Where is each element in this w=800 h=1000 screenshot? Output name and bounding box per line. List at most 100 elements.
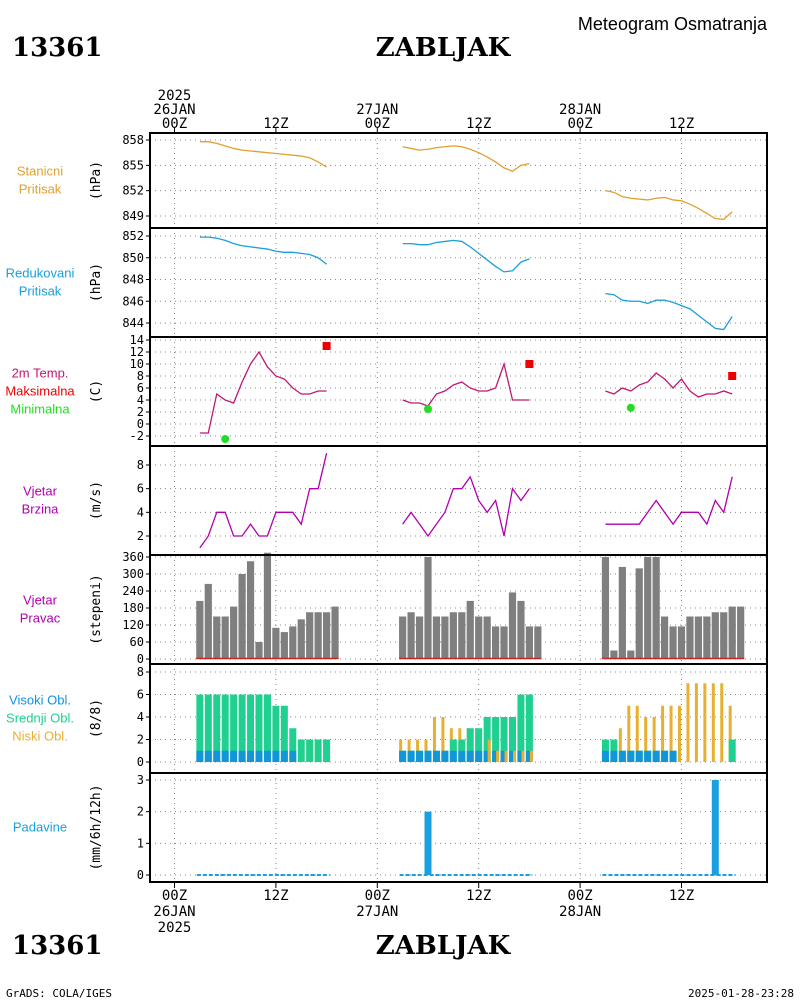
wind-direction-bar: [508, 592, 517, 659]
y-tick-label: 858: [122, 133, 144, 147]
cloud-mid-bar: [483, 717, 491, 762]
tmax-marker: [728, 372, 737, 380]
cloud-high-bar: [247, 750, 255, 762]
x-tick-label-top: 12Z: [466, 116, 491, 132]
y-tick-label: 0: [137, 755, 144, 769]
y-tick-label: 12: [130, 345, 144, 359]
cloud-mid-bar: [272, 705, 280, 762]
cloud-low-bar: [635, 705, 639, 762]
y-tick-label: 3: [137, 773, 144, 787]
y-axis-label: (C): [89, 380, 104, 403]
y-tick-label: 846: [122, 294, 144, 308]
y-tick-label: 0: [137, 417, 144, 431]
wind-direction-bar: [196, 600, 204, 659]
y-tick-label: 4: [137, 393, 144, 407]
wind-direction-bar: [441, 616, 449, 659]
wind-direction-bar: [415, 616, 424, 659]
cloud-high-bar: [399, 750, 407, 762]
wind-direction-bar: [407, 612, 415, 659]
cloud-low-bar: [686, 683, 690, 762]
cloud-low-bar: [703, 683, 707, 762]
panel-frame: [149, 772, 768, 883]
x-tick-label-top: 12Z: [263, 116, 288, 132]
cloud-low-bar: [711, 683, 715, 762]
panel-label: Padavine: [13, 820, 67, 835]
wind-direction-bar: [221, 616, 229, 659]
y-tick-label: 850: [122, 251, 144, 265]
cloud-high-bar: [661, 750, 669, 762]
cloud-high-bar: [610, 750, 618, 762]
credit-text: GrADS: COLA/IGES: [6, 987, 112, 1000]
tmin-marker: [221, 435, 230, 443]
y-tick-label: 844: [122, 316, 144, 330]
y-tick-label: 0: [137, 868, 144, 882]
x-tick-label-bottom: 12Z: [466, 888, 491, 904]
panel-label: Stanicni: [17, 164, 63, 179]
wind-direction-bar: [424, 557, 432, 659]
series-line: [199, 141, 327, 168]
y-axis-label: (8/8): [89, 699, 104, 738]
y-tick-label: 852: [122, 184, 144, 198]
wind-direction-bar: [204, 583, 212, 659]
cloud-high-bar: [213, 750, 221, 762]
cloud-high-bar: [525, 750, 533, 762]
y-axis-label: (hPa): [89, 263, 104, 302]
cloud-high-bar: [204, 750, 212, 762]
cloud-mid-bar: [213, 694, 221, 762]
wind-direction-bar: [449, 612, 457, 659]
x-tick-label-top: 26JAN: [153, 102, 195, 118]
panel-label: Visoki Obl.: [9, 693, 71, 708]
cloud-mid-bar: [466, 728, 474, 762]
precip-bar: [711, 780, 719, 875]
cloud-high-bar: [416, 750, 424, 762]
wind-direction-bar: [694, 616, 702, 659]
precip-bar: [424, 811, 432, 875]
y-tick-label: 8: [137, 458, 144, 472]
product-title: Meteogram Osmatranja: [578, 14, 768, 34]
wind-direction-bar: [246, 561, 255, 659]
cloud-high-bar: [221, 750, 229, 762]
cloud-high-bar: [652, 750, 660, 762]
wind-direction-bar: [432, 616, 441, 659]
frame-layer: [146, 127, 768, 888]
cloud-mid-bar: [517, 694, 525, 762]
y-tick-label: 10: [130, 357, 144, 371]
panel-label: Pravac: [20, 611, 61, 626]
panel-label: Redukovani: [6, 266, 75, 281]
wind-direction-bar: [728, 606, 736, 659]
cloud-mid-bar: [314, 739, 322, 762]
cloud-mid-bar: [280, 705, 288, 762]
wind-direction-bar: [289, 626, 297, 659]
cloud-low-bar: [694, 683, 698, 762]
x-tick-label-bottom: 27JAN: [356, 904, 398, 920]
cloud-low-bar: [678, 705, 681, 762]
wind-direction-bar: [263, 552, 272, 659]
y-tick-label: 6: [137, 381, 144, 395]
cloud-low-bar: [652, 717, 656, 762]
y-axis-label: (stepeni): [89, 574, 104, 644]
panel-frame: [149, 227, 768, 338]
y-tick-label: 6: [137, 688, 144, 702]
x-tick-label-bottom: 00Z: [162, 888, 187, 904]
series-line: [605, 292, 733, 331]
wind-direction-bar: [635, 568, 643, 659]
y-tick-label: 1: [137, 836, 144, 850]
wind-direction-bar: [466, 600, 474, 659]
cloud-low-bar: [513, 750, 516, 762]
y-tick-label: 300: [122, 567, 144, 581]
cloud-high-bar: [449, 750, 457, 762]
series-line: [402, 475, 530, 538]
cloud-high-bar: [238, 750, 246, 762]
cloud-high-bar: [407, 750, 415, 762]
wind-direction-bar: [238, 574, 246, 659]
wind-direction-bar: [500, 626, 508, 659]
wind-direction-bar: [618, 566, 626, 659]
y-tick-label: 852: [122, 229, 144, 243]
cloud-low-bar: [627, 705, 631, 762]
series-line: [402, 239, 530, 273]
wind-direction-bar: [525, 626, 533, 659]
y-tick-label: 2: [137, 405, 144, 419]
x-tick-label-bottom: 00Z: [567, 888, 592, 904]
wind-direction-bar: [652, 557, 660, 659]
